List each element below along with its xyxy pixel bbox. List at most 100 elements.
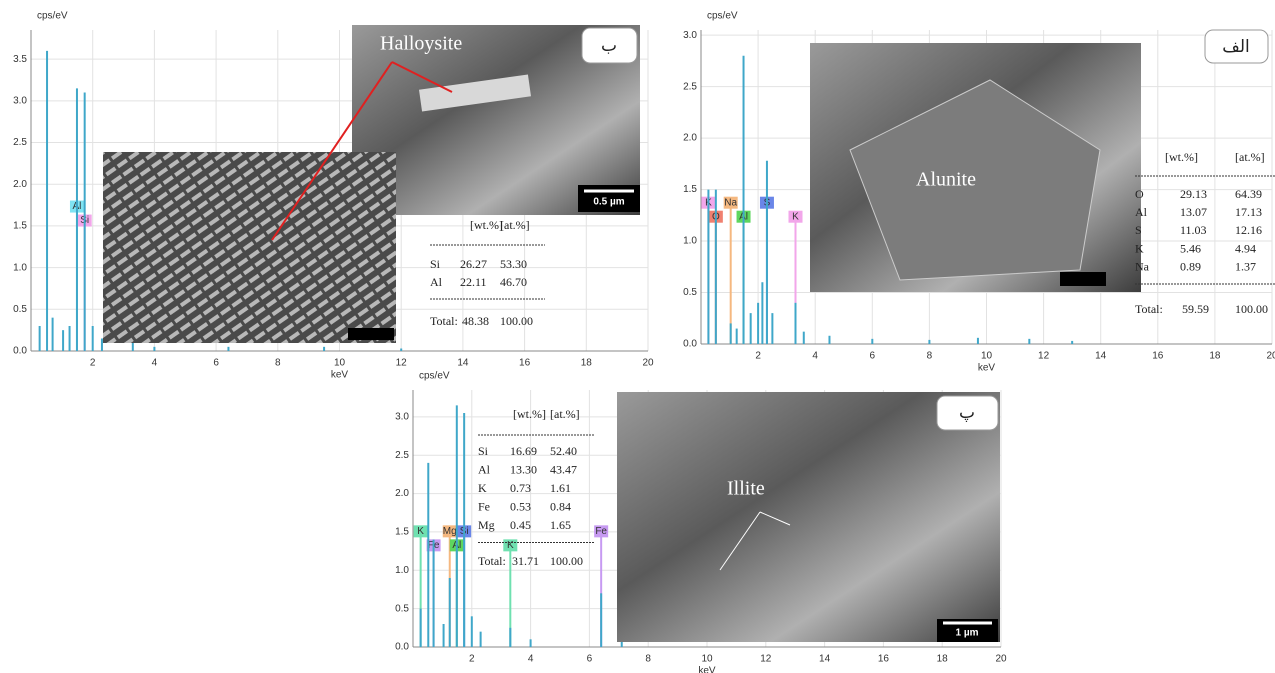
- table-cell: 0.45: [510, 518, 531, 532]
- table-header: [at.%]: [1235, 150, 1265, 164]
- x-axis-label: keV: [978, 363, 996, 374]
- marker-box: [723, 196, 738, 209]
- y-tick-label: 2.5: [683, 81, 697, 92]
- marker-box: [594, 525, 609, 538]
- y-axis-label: cps/eV: [37, 11, 68, 22]
- table-cell: 53.30: [500, 257, 527, 271]
- sem-image: [103, 152, 396, 343]
- x-tick-label: 8: [927, 351, 933, 362]
- sem-image: [617, 392, 1000, 642]
- y-tick-label: 2.5: [13, 137, 27, 148]
- table-total: 100.00: [1235, 302, 1268, 316]
- table-cell: K: [1135, 241, 1144, 255]
- scale-box: [348, 328, 394, 340]
- marker-label: K: [792, 211, 799, 222]
- table-cell: 13.30: [510, 462, 537, 476]
- table-cell: Mg: [478, 518, 495, 532]
- x-tick-label: 14: [457, 358, 469, 369]
- y-tick-label: 3.0: [13, 96, 27, 107]
- table-header: [at.%]: [500, 218, 530, 232]
- y-tick-label: 0.5: [683, 287, 697, 298]
- table-cell: 0.73: [510, 481, 531, 495]
- x-tick-label: 16: [1152, 351, 1164, 362]
- x-tick-label: 8: [275, 358, 281, 369]
- marker-label: K: [507, 540, 514, 551]
- marker-box: [442, 525, 457, 538]
- table-cell: 29.13: [1180, 187, 1207, 201]
- table-total: 31.71: [512, 554, 539, 568]
- x-tick-label: 12: [396, 358, 408, 369]
- x-tick-label: 2: [90, 358, 96, 369]
- x-axis-label: keV: [331, 370, 349, 381]
- x-tick-label: 12: [760, 654, 772, 665]
- table-header: [wt.%]: [1165, 150, 1198, 164]
- table-total: 48.38: [462, 314, 489, 328]
- x-tick-label: 20: [995, 654, 1007, 665]
- x-tick-label: 2: [469, 654, 475, 665]
- y-tick-label: 0.5: [395, 603, 409, 614]
- table-header: [wt.%]: [470, 218, 503, 232]
- x-tick-label: 4: [812, 351, 818, 362]
- arrow: [391, 61, 453, 93]
- x-tick-label: 6: [213, 358, 219, 369]
- y-tick-label: 0.5: [13, 304, 27, 315]
- table-cell: Na: [1135, 260, 1150, 274]
- x-tick-label: 16: [519, 358, 531, 369]
- y-tick-label: 0.0: [683, 339, 697, 350]
- x-tick-label: 18: [1209, 351, 1221, 362]
- table-cell: Al: [1135, 205, 1148, 219]
- arrow: [271, 61, 393, 241]
- scale-box: [1060, 272, 1106, 286]
- table-cell: 1.61: [550, 481, 571, 495]
- image-label: Halloysite: [380, 33, 462, 55]
- y-axis-label: cps/eV: [419, 371, 450, 382]
- x-tick-label: 12: [1038, 351, 1050, 362]
- x-tick-label: 18: [937, 654, 949, 665]
- y-tick-label: 1.5: [395, 527, 409, 538]
- table-cell: 43.47: [550, 462, 577, 476]
- table-total: Total:: [430, 314, 458, 328]
- table-cell: Fe: [478, 499, 490, 513]
- table-cell: O: [1135, 187, 1144, 201]
- image-label: Alunite: [916, 169, 976, 191]
- x-tick-label: 6: [587, 654, 593, 665]
- x-tick-label: 2: [755, 351, 761, 362]
- x-tick-label: 6: [870, 351, 876, 362]
- x-tick-label: 20: [1266, 351, 1275, 362]
- marker-box: [788, 210, 803, 223]
- scale-label: 0.5 µm: [593, 197, 624, 208]
- x-tick-label: 10: [981, 351, 993, 362]
- table-cell: 64.39: [1235, 187, 1262, 201]
- table-cell: 11.03: [1180, 223, 1207, 237]
- y-tick-label: 0.0: [13, 346, 27, 357]
- table-cell: 1.65: [550, 518, 571, 532]
- x-tick-label: 16: [878, 654, 890, 665]
- arrow: [719, 511, 761, 571]
- x-tick-label: 14: [1095, 351, 1107, 362]
- table-total: Total:: [1135, 302, 1163, 316]
- y-tick-label: 1.5: [683, 184, 697, 195]
- x-tick-label: 10: [334, 358, 346, 369]
- table-cell: Al: [430, 275, 443, 289]
- table-cell: 5.46: [1180, 241, 1201, 255]
- panel-label: الف: [1222, 37, 1250, 57]
- x-tick-label: 4: [528, 654, 534, 665]
- scale-label: 1 µm: [956, 628, 979, 639]
- table-total: 59.59: [1182, 302, 1209, 316]
- x-tick-label: 14: [819, 654, 831, 665]
- table-cell: 46.70: [500, 275, 527, 289]
- image-label: Illite: [727, 478, 765, 500]
- panel-box: [581, 27, 638, 64]
- y-tick-label: 2.5: [395, 450, 409, 461]
- table-cell: 17.13: [1235, 205, 1262, 219]
- table-cell: 22.11: [460, 275, 487, 289]
- y-tick-label: 3.0: [683, 30, 697, 41]
- table-cell: Si: [430, 257, 441, 271]
- table-cell: 26.27: [460, 257, 487, 271]
- table-cell: 52.40: [550, 444, 577, 458]
- y-tick-label: 2.0: [683, 133, 697, 144]
- y-tick-label: 1.0: [683, 236, 697, 247]
- table-total: 100.00: [550, 554, 583, 568]
- table-total: Total:: [478, 554, 506, 568]
